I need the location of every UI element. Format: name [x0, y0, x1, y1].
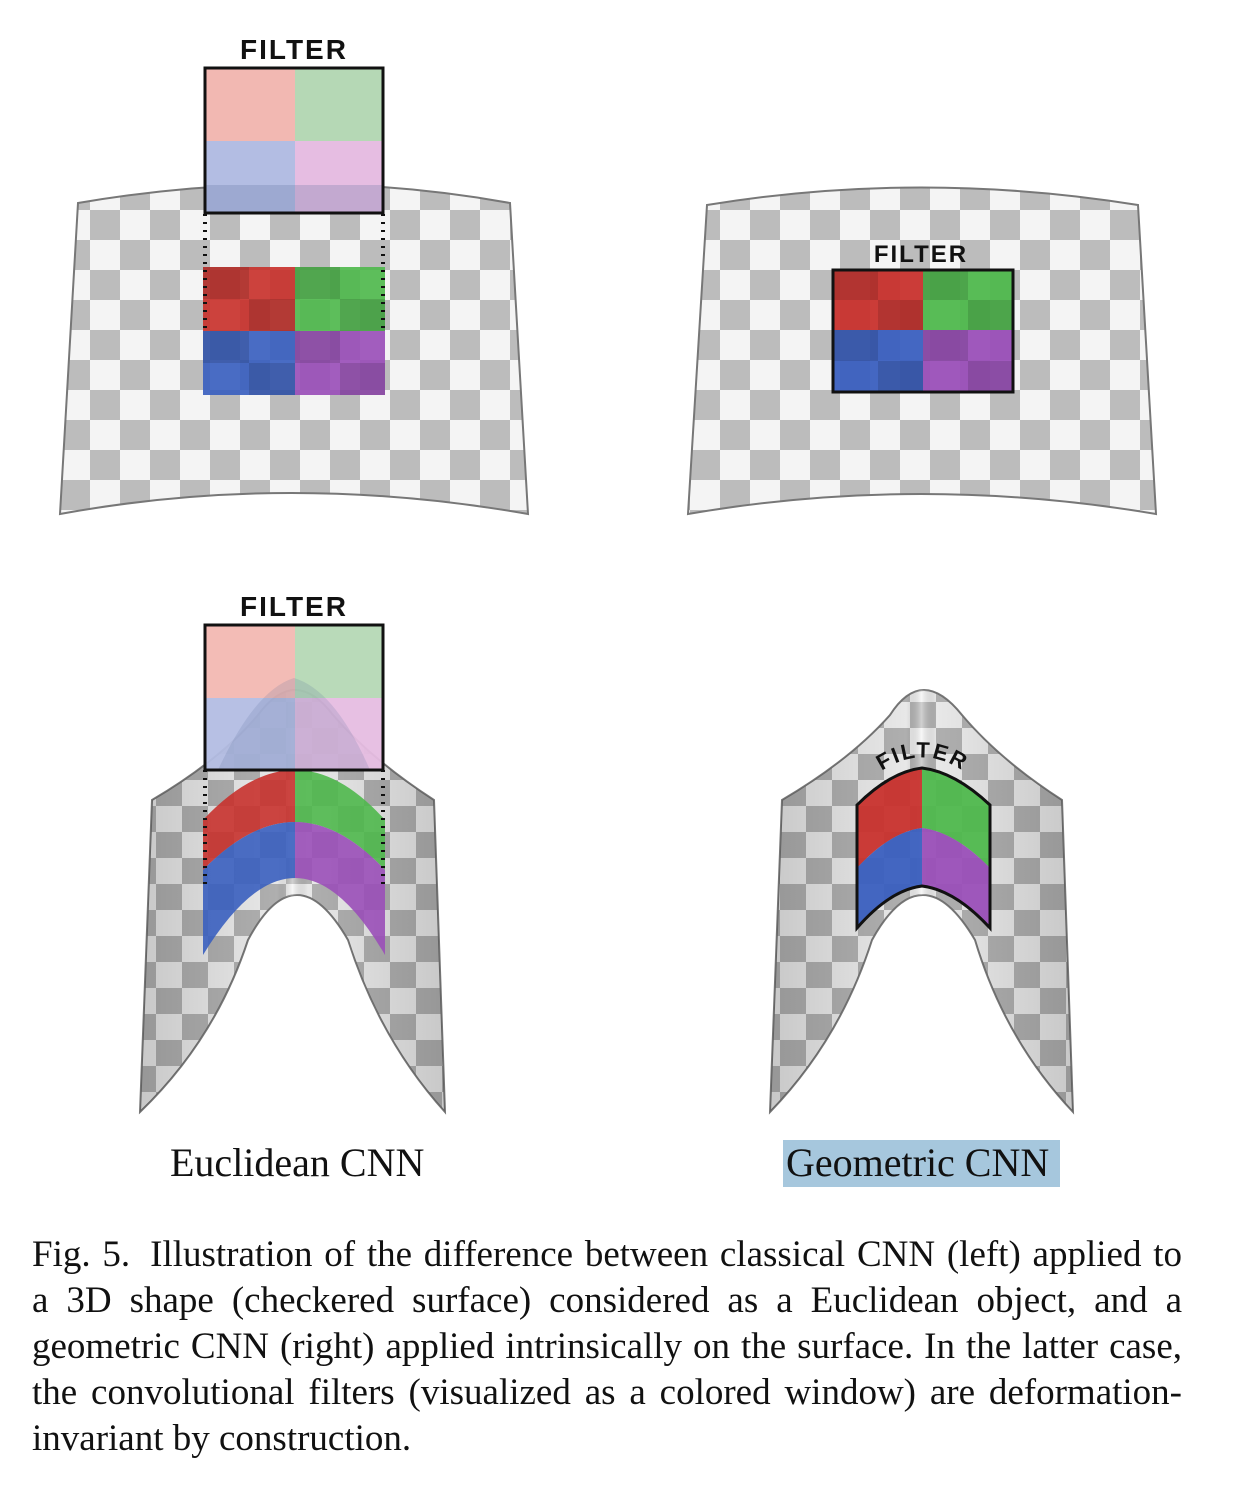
panel-top-right: FILTER — [686, 186, 1158, 516]
filter-label: FILTER — [240, 591, 348, 622]
caption-text: Illustration of the difference between c… — [32, 1234, 1182, 1459]
filter-patch-on-surface — [203, 770, 385, 955]
filter-window — [203, 66, 385, 215]
panel-bottom-right: FILTER — [768, 689, 1075, 1115]
figure-caption: Fig. 5. Illustration of the difference be… — [32, 1232, 1182, 1462]
filter-patch-on-surface — [831, 268, 1015, 394]
caption-number: Fig. 5. — [32, 1234, 131, 1275]
panel-bottom-left: FILTER — [138, 591, 447, 1115]
filter-patch-on-surface — [203, 267, 385, 395]
label-geometric-cnn: Geometric CNN — [786, 1140, 1050, 1185]
label-euclidean-cnn: Euclidean CNN — [170, 1140, 425, 1185]
filter-window — [203, 623, 385, 772]
panel-top-left: FILTER — [58, 34, 530, 516]
filter-label: FILTER — [874, 241, 968, 268]
filter-label: FILTER — [240, 34, 348, 65]
label-highlight — [783, 1140, 1060, 1187]
filter-patch-on-surface — [855, 766, 992, 933]
